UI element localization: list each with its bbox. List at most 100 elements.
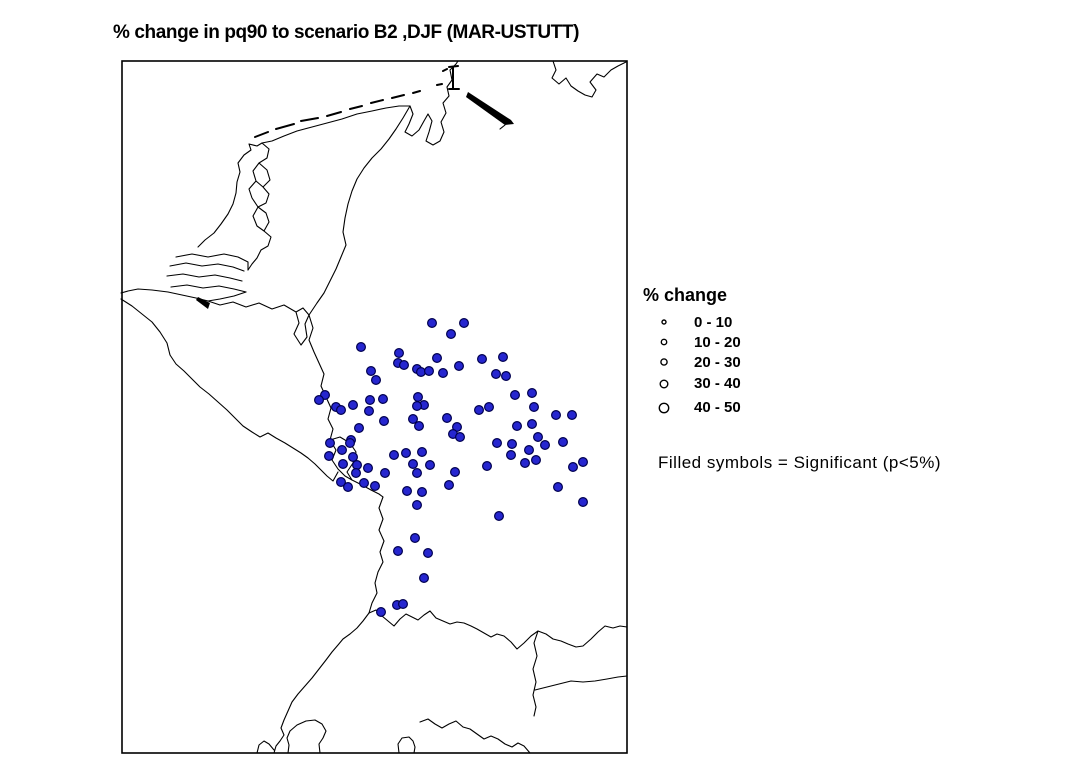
station-data-point [336, 405, 347, 416]
legend-bin-label: 0 - 10 [694, 313, 733, 331]
station-data-point [356, 342, 367, 353]
station-data-point [577, 457, 588, 468]
station-data-point [324, 451, 335, 462]
coastline-northeast [551, 60, 627, 98]
legend-size-circle-icon [660, 338, 668, 346]
station-data-point [365, 395, 376, 406]
legend-size-circle-icon [661, 319, 667, 325]
station-data-point [414, 421, 425, 432]
station-data-point [393, 545, 404, 556]
significance-note: Filled symbols = Significant (p<5%) [658, 453, 942, 472]
station-data-point [413, 392, 424, 403]
station-data-point [376, 606, 387, 617]
station-data-point [566, 410, 577, 421]
scheldt-wedge [196, 297, 210, 309]
border-alps [419, 718, 531, 754]
station-data-point [482, 461, 493, 472]
station-data-point [412, 401, 423, 412]
legend-bin-label: 40 - 50 [694, 399, 741, 416]
station-data-point [438, 368, 449, 379]
elbe-estuary [466, 92, 514, 125]
station-data-point [507, 439, 518, 450]
station-data-point [424, 366, 435, 377]
legend: % change 0 - 10 10 - 20 20 - 30 30 - 40 40 -… [642, 285, 741, 420]
station-data-point [401, 448, 412, 459]
station-data-point [492, 438, 503, 449]
station-data-point [366, 366, 377, 377]
station-data-point [528, 402, 539, 413]
border-nl-be [207, 300, 310, 346]
station-data-point [351, 468, 362, 479]
station-data-point [410, 532, 421, 543]
legend-size-circle-icon [658, 402, 670, 413]
station-data-point [398, 598, 409, 609]
station-data-point [363, 463, 374, 474]
legend-row: 20 - 30 [642, 352, 741, 372]
station-data-point [539, 440, 550, 451]
station-data-point [450, 467, 461, 478]
station-data-point [378, 394, 389, 405]
legend-bin-label: 20 - 30 [694, 353, 741, 371]
station-data-point [519, 458, 530, 469]
border-fr-ch [256, 612, 416, 754]
station-data-point [491, 369, 502, 380]
station-data-point [364, 406, 375, 417]
station-data-point [394, 348, 405, 359]
legend-row: 40 - 50 [642, 395, 741, 420]
chart-title: % change in pq90 to scenario B2 ,DJF (MA… [113, 22, 580, 43]
legend-rows: 0 - 10 10 - 20 20 - 30 30 - 40 40 - 50 [642, 312, 741, 420]
station-data-point [380, 468, 391, 479]
station-data-point [484, 402, 495, 413]
station-data-point [532, 432, 543, 443]
station-data-point [412, 500, 423, 511]
border-nl-de [308, 105, 411, 316]
station-data-point [389, 450, 400, 461]
station-data-point [526, 419, 537, 430]
station-data-point [379, 416, 390, 427]
legend-title: % change [643, 285, 728, 305]
station-data-point [399, 360, 410, 371]
legend-row: 10 - 20 [642, 332, 741, 352]
legend-bin-label: 10 - 20 [694, 333, 741, 351]
map-outline-group [120, 60, 628, 754]
station-data-point [506, 450, 517, 461]
station-data-point [337, 445, 348, 456]
border-fr-de-rhine [351, 479, 385, 614]
station-data-point [427, 318, 438, 329]
station-data-point [359, 478, 370, 489]
legend-bin-label: 30 - 40 [694, 375, 741, 392]
station-data-point [343, 482, 354, 493]
station-data-point [325, 438, 336, 449]
station-data-point [446, 329, 457, 340]
station-data-point [577, 497, 588, 508]
delta-estuaries [166, 253, 249, 293]
station-data-point [408, 414, 419, 425]
station-data-point [454, 361, 465, 372]
station-data-point [557, 437, 568, 448]
station-data-point [511, 421, 522, 432]
legend-size-circle-icon [660, 358, 668, 366]
station-data-point [417, 447, 428, 458]
station-data-point [417, 487, 428, 498]
border-be-de-lux [308, 314, 357, 481]
station-data-point [348, 452, 359, 463]
station-data-point [423, 547, 434, 558]
ijsselmeer-outline [247, 142, 272, 271]
coastline-belgium [120, 288, 247, 302]
station-data-point [352, 460, 363, 471]
station-data-point [498, 352, 509, 363]
station-data-point [501, 371, 512, 382]
islands-outline [254, 65, 460, 138]
station-data-point [348, 400, 359, 411]
station-data-point [370, 481, 381, 492]
legend-row: 0 - 10 [642, 312, 741, 332]
station-data-point [425, 460, 436, 471]
station-data-point [530, 455, 541, 466]
station-data-point [550, 410, 561, 421]
border-ch-de [368, 609, 628, 650]
station-data-point [552, 482, 563, 493]
elbe-tip [499, 124, 506, 130]
station-data-point [408, 459, 419, 470]
station-data-point [455, 432, 466, 443]
station-data-point [354, 423, 365, 434]
